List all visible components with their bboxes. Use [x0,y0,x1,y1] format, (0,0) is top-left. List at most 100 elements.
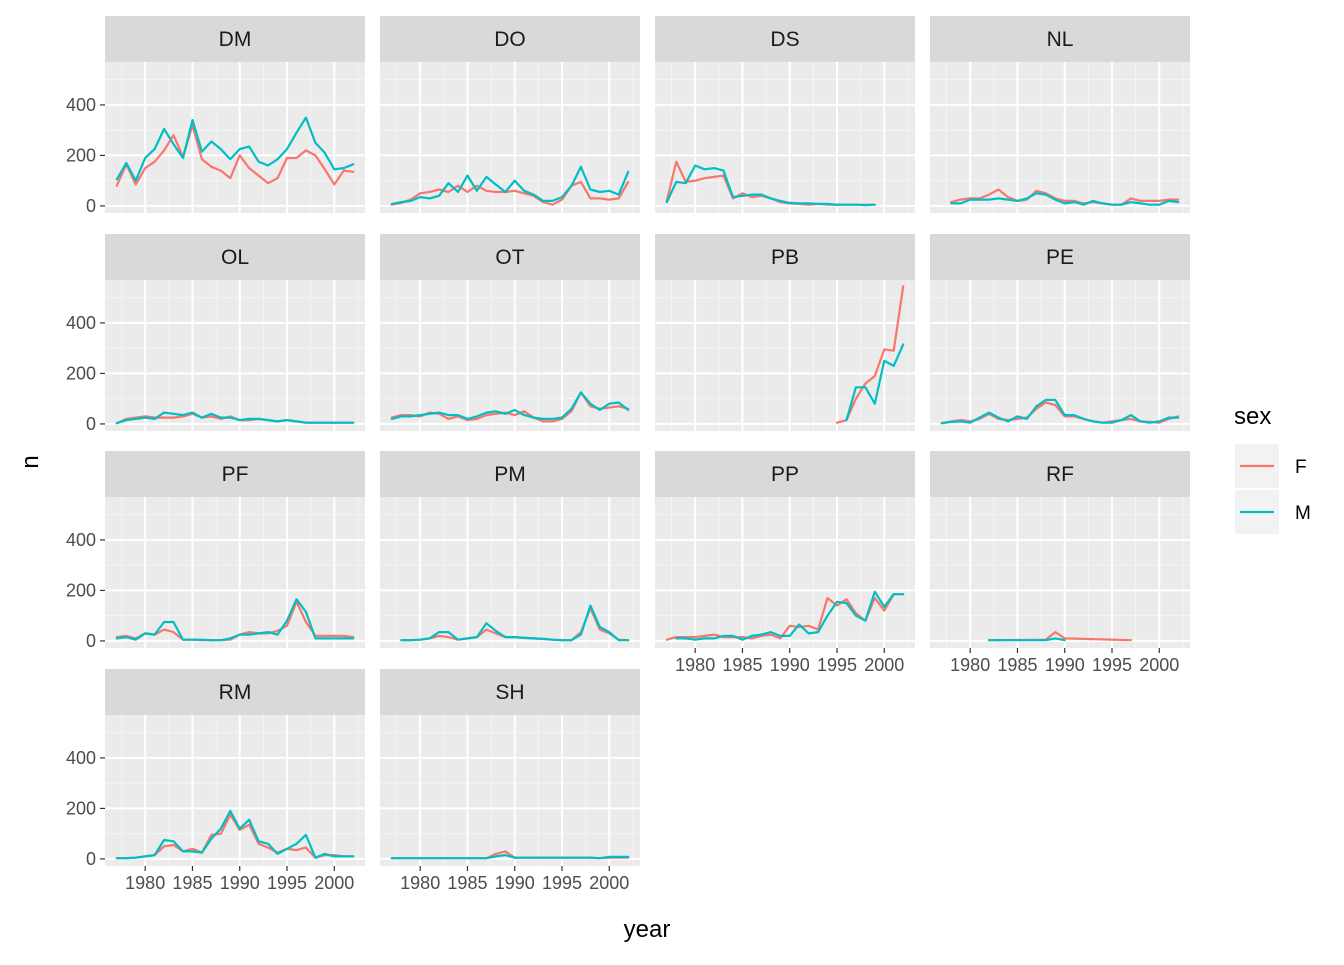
facet-panel-pm: PM [380,451,640,648]
y-tick-label: 200 [66,798,96,818]
x-tick-label: 1985 [447,873,487,893]
series-line-m [845,343,905,422]
panel-background [930,62,1190,213]
x-tick-label: 2000 [1139,655,1179,675]
facet-strip [105,669,365,715]
x-tick-label: 1990 [220,873,260,893]
facet-panel-pe: PE [930,234,1190,431]
facet-strip-label: RM [219,681,252,704]
y-tick-label: 0 [86,631,96,651]
panel-background [105,62,365,213]
series-line-m [115,116,355,182]
facet-strip [105,16,365,62]
series-line-m [390,165,630,205]
facet-strip-label: PB [771,246,799,269]
facet-panel-pf: PF 0 200 400 [66,451,365,651]
facet-strip-label: SH [495,681,524,704]
x-tick-label: 1995 [1092,655,1132,675]
panel-background [105,715,365,866]
x-tick-label: 1990 [770,655,810,675]
facet-strip [380,669,640,715]
y-tick-label: 0 [86,414,96,434]
x-tick-label: 1990 [1045,655,1085,675]
y-tick-label: 0 [86,196,96,216]
x-tick-label: 1995 [542,873,582,893]
facet-strip-label: OT [495,246,524,269]
facet-strip-label: PE [1046,246,1074,269]
series-line-m [390,391,630,420]
x-tick-label: 1985 [997,655,1037,675]
x-tick-label: 1980 [400,873,440,893]
panel-background [105,497,365,648]
facet-panel-nl: NL [930,16,1190,213]
panel-background [655,62,915,213]
x-tick-label: 1980 [125,873,165,893]
series-line-m [665,164,876,207]
series-line-m [950,192,1180,206]
y-tick-label: 400 [66,313,96,333]
legend-label: M [1295,503,1311,524]
series-line-m [940,398,1180,425]
facet-strip [380,16,640,62]
facet-strip [655,16,915,62]
facet-strip [105,234,365,280]
panel-background [380,715,640,866]
panel-background [380,497,640,648]
legend: sex F M [1234,403,1311,534]
facet-panel-rm: RM 0 200 400 1980 1985 1990 1995 2000 [66,669,365,893]
facet-strip-label: PP [771,463,799,486]
panel-background [930,497,1190,648]
facet-strip [380,451,640,497]
panel-background [380,280,640,431]
facet-strip-label: PF [222,463,249,486]
y-tick-label: 400 [66,748,96,768]
series-line-f [950,188,1180,206]
y-tick-label: 200 [66,580,96,600]
x-tick-label: 2000 [589,873,629,893]
y-tick-label: 0 [86,849,96,869]
series-line-m [987,637,1066,642]
x-tick-label: 1985 [722,655,762,675]
facet-panel-pb: PB [655,234,915,431]
x-tick-label: 1985 [172,873,212,893]
x-tick-label: 2000 [314,873,354,893]
legend-title: sex [1234,403,1271,430]
facet-strip-label: NL [1047,28,1074,51]
facet-strip-label: DM [219,28,252,51]
facet-strip [380,234,640,280]
facet-panel-ol: OL 0 200 400 [66,234,365,434]
series-line-m [115,598,355,642]
facet-panel-sh: SH 1980 1985 1990 1995 2000 [380,669,640,893]
x-axis-title: year [624,916,671,943]
facet-strip [930,16,1190,62]
panel-background [655,497,915,648]
facet-strip-label: DO [494,28,526,51]
x-tick-label: 1980 [675,655,715,675]
facet-panel-ds: DS [655,16,915,213]
x-tick-label: 1995 [267,873,307,893]
y-tick-label: 400 [66,95,96,115]
x-tick-label: 2000 [864,655,904,675]
facet-panel-dm: DM 0 200 400 [66,16,365,216]
series-line-m [390,853,630,860]
y-tick-label: 200 [66,145,96,165]
panel-background [105,280,365,431]
facet-panel-ot: OT [380,234,640,431]
facet-strip [105,451,365,497]
series-line-f [390,180,630,206]
y-tick-label: 200 [66,363,96,383]
facet-strip [655,451,915,497]
facet-panel-pp: PP 1980 1985 1990 1995 2000 [655,451,915,675]
x-tick-label: 1990 [495,873,535,893]
y-tick-label: 400 [66,530,96,550]
facet-panel-rf: RF 1980 1985 1990 1995 2000 [930,451,1190,675]
series-line-m [400,604,630,642]
facet-strip [930,451,1190,497]
x-tick-label: 1995 [817,655,857,675]
y-axis-title: n [17,455,44,468]
series-line-f [115,123,355,187]
facet-strip [655,234,915,280]
facet-panel-do: DO [380,16,640,213]
